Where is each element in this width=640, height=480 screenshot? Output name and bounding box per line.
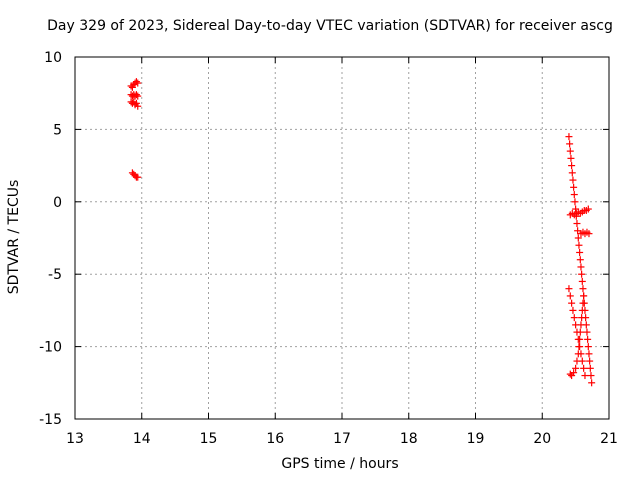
grid-lines — [75, 57, 609, 419]
data-point — [566, 292, 574, 300]
data-point — [579, 299, 587, 307]
x-tick-label: 21 — [600, 431, 618, 447]
data-point — [585, 350, 593, 358]
data-point — [565, 133, 573, 141]
data-point — [578, 314, 586, 322]
data-point — [576, 248, 584, 256]
x-tick-label: 14 — [133, 431, 151, 447]
data-point — [581, 372, 589, 380]
y-tick-label: -15 — [39, 412, 62, 428]
data-point — [575, 343, 583, 351]
y-tick-label: 10 — [44, 50, 62, 66]
data-point — [578, 270, 586, 278]
data-point — [567, 154, 575, 162]
y-tick-label: 0 — [53, 195, 62, 211]
data-point — [572, 364, 580, 372]
data-point — [566, 147, 574, 155]
x-tick-label: 16 — [266, 431, 284, 447]
data-point — [588, 379, 596, 387]
data-point — [576, 335, 584, 343]
data-point — [578, 277, 586, 285]
y-tick-label: -5 — [48, 267, 62, 283]
data-point — [565, 285, 573, 293]
data-point — [568, 299, 576, 307]
data-point — [570, 183, 578, 191]
data-point — [569, 176, 577, 184]
data-point — [585, 230, 593, 238]
y-tick-label: -10 — [39, 340, 62, 356]
y-axis-label: SDTVAR / TECUs — [6, 179, 22, 295]
data-point — [587, 372, 595, 380]
data-point — [583, 328, 591, 336]
x-axis-label: GPS time / hours — [281, 456, 399, 472]
chart-title: Day 329 of 2023, Sidereal Day-to-day VTE… — [47, 18, 613, 34]
x-tick-label: 18 — [400, 431, 418, 447]
data-point — [571, 198, 579, 206]
data-point — [580, 364, 588, 372]
data-point — [586, 357, 594, 365]
data-point — [134, 102, 142, 110]
data-point — [134, 173, 142, 181]
data-point — [568, 372, 576, 380]
data-points — [127, 78, 596, 387]
data-point — [576, 328, 584, 336]
x-tick-label: 17 — [333, 431, 351, 447]
data-point — [580, 292, 588, 300]
data-point — [568, 162, 576, 170]
data-point — [566, 370, 574, 378]
data-point — [584, 335, 592, 343]
plot-border — [74, 56, 610, 420]
data-point — [584, 343, 592, 351]
data-point — [573, 357, 581, 365]
tick-labels: 13 14 15 16 17 18 19 20 21 10 5 0 -5 -10 -15 — [39, 50, 618, 447]
y-tick-label: 5 — [53, 122, 62, 138]
data-point — [577, 321, 585, 329]
data-point — [584, 205, 592, 213]
x-tick-label: 15 — [200, 431, 218, 447]
data-point — [566, 140, 574, 148]
data-point — [574, 234, 582, 242]
data-point — [578, 306, 586, 314]
data-point — [574, 350, 582, 358]
data-point — [569, 306, 577, 314]
data-point — [576, 256, 584, 264]
data-point — [579, 285, 587, 293]
axes — [74, 56, 610, 420]
data-point — [575, 241, 583, 249]
x-tick-label: 20 — [533, 431, 551, 447]
x-tick-label: 13 — [66, 431, 84, 447]
data-point — [568, 169, 576, 177]
data-point — [134, 92, 142, 100]
data-point — [132, 91, 140, 99]
data-point — [570, 314, 578, 322]
data-point — [577, 263, 585, 271]
data-point — [586, 364, 594, 372]
data-point — [570, 191, 578, 199]
x-tick-label: 19 — [467, 431, 485, 447]
data-point — [134, 79, 142, 87]
data-point — [132, 78, 140, 86]
data-point — [573, 220, 581, 228]
